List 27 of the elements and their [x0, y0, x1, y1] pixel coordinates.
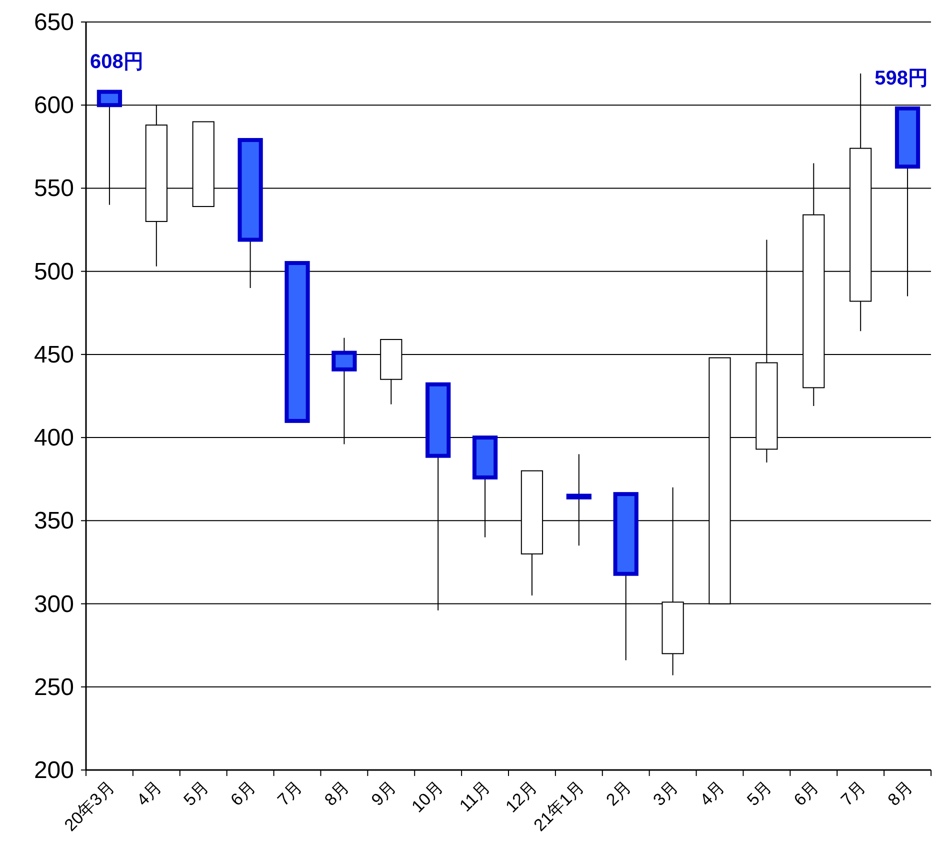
y-tick-label: 500 — [34, 258, 74, 286]
y-tick-label: 250 — [34, 674, 74, 701]
x-tick-label: 10月 — [408, 777, 447, 816]
x-tick-label: 8月 — [884, 777, 916, 810]
x-tick-label: 9月 — [368, 777, 400, 810]
x-tick-label: 6月 — [226, 777, 260, 810]
x-tick-label: 7月 — [274, 777, 306, 810]
x-tick-label: 7月 — [837, 777, 870, 810]
x-tick-label: 12月 — [502, 777, 541, 816]
y-tick-label: 300 — [34, 590, 74, 618]
x-tick-label: 11月 — [456, 777, 494, 816]
x-tick-label: 2月 — [602, 777, 635, 810]
x-tick-label: 4月 — [133, 777, 166, 810]
x-tick-label: 3月 — [649, 777, 682, 810]
y-tick-label: 350 — [34, 508, 74, 535]
x-tick-label: 5月 — [180, 777, 212, 810]
y-tick-label: 550 — [34, 175, 74, 202]
y-tick-label: 650 — [34, 9, 74, 36]
annotation: 608円 — [90, 50, 144, 73]
x-tick-label: 6月 — [790, 777, 822, 810]
x-tick-label: 8月 — [320, 777, 354, 810]
y-tick-label: 600 — [34, 92, 74, 120]
x-tick-label: 4月 — [696, 777, 729, 810]
x-tick-label: 5月 — [743, 777, 776, 810]
annotation: 598円 — [874, 67, 928, 90]
y-tick-label: 400 — [34, 424, 74, 452]
y-tick-label: 450 — [34, 341, 74, 368]
